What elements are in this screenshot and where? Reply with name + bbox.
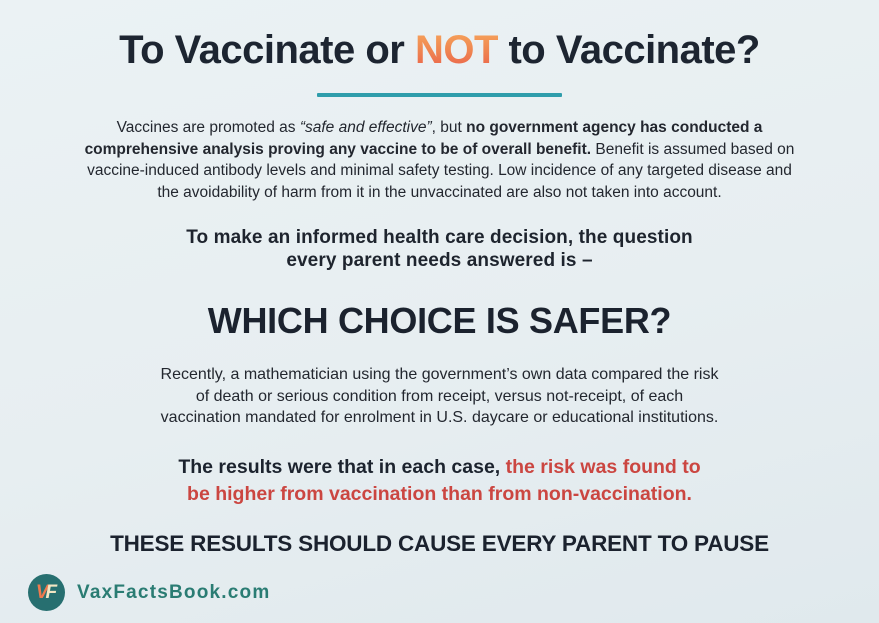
page-title: To Vaccinate or NOT to Vaccinate? bbox=[0, 26, 879, 74]
logo-letter-v: V bbox=[35, 582, 49, 603]
intro-paragraph: Vaccines are promoted as “safe and effec… bbox=[84, 119, 795, 201]
question-text: To make an informed health care decision… bbox=[186, 227, 693, 271]
title-highlight-not: NOT bbox=[414, 28, 498, 72]
title-divider bbox=[317, 93, 562, 97]
site-link[interactable]: VaxFactsBook.com bbox=[77, 581, 271, 603]
pause-heading: THESE RESULTS SHOULD CAUSE EVERY PARENT … bbox=[110, 530, 769, 556]
title-part-2: to Vaccinate? bbox=[497, 28, 760, 72]
title-part-1: To Vaccinate or bbox=[119, 28, 415, 72]
results-statement: The results were that in each case, the … bbox=[178, 455, 701, 505]
which-choice-heading: WHICH CHOICE IS SAFER? bbox=[207, 300, 672, 341]
logo-letter-f: F bbox=[45, 582, 57, 603]
study-paragraph: Recently, a mathematician using the gove… bbox=[160, 366, 719, 426]
